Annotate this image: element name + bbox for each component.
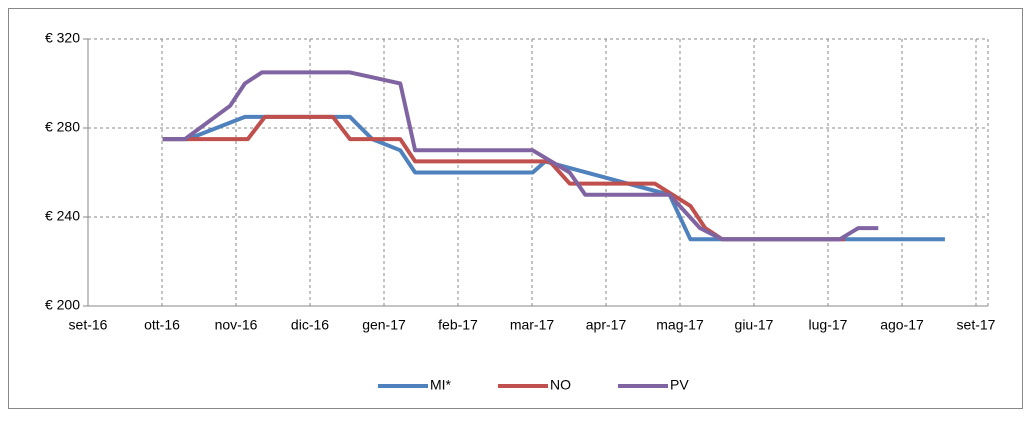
series-line [162, 70, 879, 242]
x-tick-label: gen-17 [362, 317, 406, 333]
x-tick-label: mag-17 [656, 317, 704, 333]
x-tick-label: dic-16 [291, 317, 329, 333]
y-tick-label: € 240 [45, 208, 80, 224]
legend-label: PV [670, 377, 689, 393]
y-tick-label: € 280 [45, 119, 80, 135]
series-line [162, 114, 945, 242]
x-tick-label: set-16 [69, 317, 108, 333]
x-tick-label: lug-17 [809, 317, 848, 333]
legend-label: NO [550, 377, 571, 393]
x-tick-label: set-17 [957, 317, 996, 333]
x-tick-label: nov-16 [215, 317, 258, 333]
series-line [162, 114, 845, 242]
x-tick-label: apr-17 [586, 317, 627, 333]
y-tick-label: € 320 [45, 30, 80, 46]
x-tick-label: ago-17 [880, 317, 924, 333]
x-tick-label: mar-17 [510, 317, 555, 333]
legend-label: MI* [430, 377, 452, 393]
x-tick-label: giu-17 [735, 317, 774, 333]
x-tick-label: feb-17 [438, 317, 478, 333]
chart-frame [8, 8, 1023, 409]
x-tick-label: ott-16 [144, 317, 180, 333]
y-tick-label: € 200 [45, 297, 80, 313]
